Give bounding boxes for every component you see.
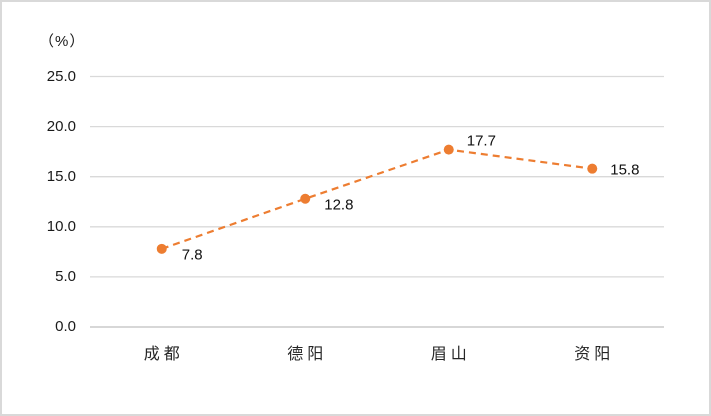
x-category-label: 德 阳	[287, 346, 324, 363]
y-axis-unit-label: （%）	[39, 33, 86, 50]
data-point-value-label: 7.8	[181, 246, 203, 264]
y-tick-label: 0.0	[55, 318, 76, 335]
x-category-label: 资 阳	[574, 346, 611, 363]
data-point-marker	[300, 193, 311, 204]
x-category-label: 成 都	[143, 346, 180, 363]
data-point-marker	[443, 144, 454, 155]
series-dashed-line	[161, 148, 593, 250]
y-tick-label: 10.0	[46, 217, 76, 235]
y-tick-label: 25.0	[46, 67, 76, 85]
y-tick-label: 20.0	[46, 117, 76, 135]
y-tick-label: 15.0	[46, 167, 76, 185]
data-point-value-label: 17.7	[466, 132, 496, 150]
data-point-marker	[587, 163, 598, 174]
data-point-value-label: 12.8	[324, 196, 354, 214]
x-category-label: 眉 山	[430, 346, 467, 363]
y-tick-label: 5.0	[55, 267, 76, 285]
data-point-marker	[156, 243, 167, 254]
data-point-value-label: 15.8	[610, 161, 640, 179]
